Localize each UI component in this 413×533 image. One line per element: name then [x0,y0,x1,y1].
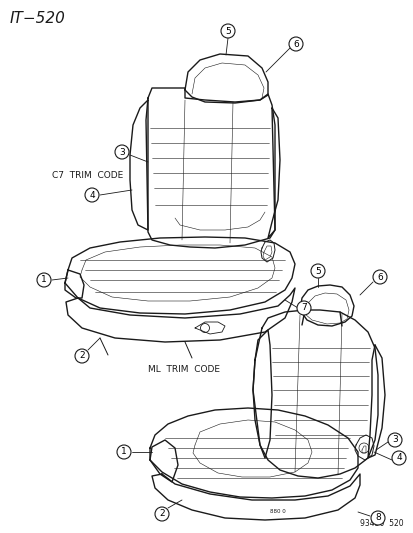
Text: 2: 2 [79,351,85,360]
Text: 5: 5 [225,27,230,36]
Circle shape [117,445,131,459]
Circle shape [391,451,405,465]
Circle shape [387,433,401,447]
Text: 5: 5 [314,266,320,276]
Text: C7  TRIM  CODE: C7 TRIM CODE [52,171,123,180]
Text: 4: 4 [89,190,95,199]
Circle shape [310,264,324,278]
Text: 3: 3 [391,435,397,445]
Circle shape [288,37,302,51]
Text: IT−520: IT−520 [10,11,66,26]
Text: 6: 6 [292,39,298,49]
Text: 7: 7 [300,303,306,312]
Text: 6: 6 [376,272,382,281]
Text: 1: 1 [121,448,126,456]
Circle shape [372,270,386,284]
Text: 2: 2 [159,510,164,519]
Circle shape [296,301,310,315]
Text: 1: 1 [41,276,47,285]
Text: 880 0: 880 0 [269,510,285,514]
Circle shape [115,145,129,159]
Circle shape [37,273,51,287]
Text: ML  TRIM  CODE: ML TRIM CODE [147,366,219,375]
Circle shape [370,511,384,525]
Circle shape [75,349,89,363]
Circle shape [154,507,169,521]
Circle shape [85,188,99,202]
Text: 4: 4 [395,454,401,463]
Text: 3: 3 [119,148,125,157]
Circle shape [221,24,235,38]
Text: 93430  520: 93430 520 [359,520,403,529]
Text: 8: 8 [374,513,380,522]
